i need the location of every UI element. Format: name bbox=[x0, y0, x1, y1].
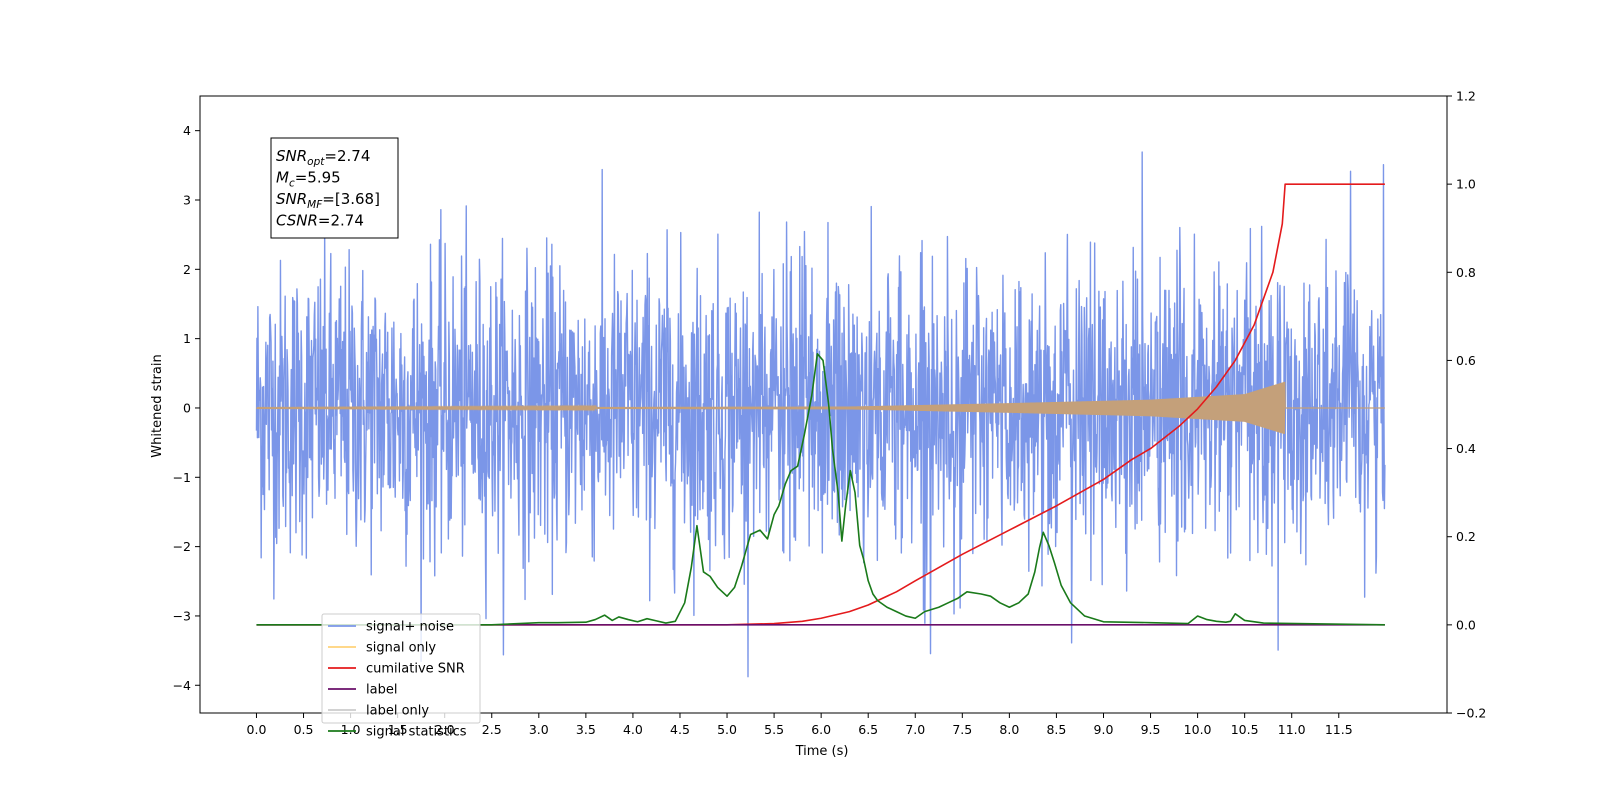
y-tick-label: −1 bbox=[173, 470, 191, 485]
x-tick-label: 2.5 bbox=[482, 722, 502, 737]
y-tick-label: 4 bbox=[183, 123, 191, 138]
series-signal-only bbox=[255, 381, 1385, 435]
annotation-subscript: MF bbox=[307, 199, 323, 211]
legend-frame bbox=[321, 613, 481, 724]
x-tick-label: 3.5 bbox=[576, 722, 596, 737]
y-tick-label: 3 bbox=[183, 192, 191, 207]
annotation-value: =[3.68] bbox=[322, 190, 380, 208]
y2-tick-label: 1.0 bbox=[1456, 177, 1476, 192]
legend-label-signal-only: signal only bbox=[366, 641, 436, 656]
y-tick-label: −2 bbox=[173, 539, 191, 554]
y2-tick-label: 0.0 bbox=[1456, 617, 1476, 632]
x-tick-label: 4.0 bbox=[623, 722, 643, 737]
y-tick-label: 2 bbox=[183, 262, 191, 277]
plot-frame bbox=[199, 95, 1448, 714]
legend: signal+ noise signal only cumilative SNR la… bbox=[321, 613, 481, 740]
annotation-line: SNRMF=[3.68] bbox=[276, 190, 380, 211]
annotation-line: Mc=5.95 bbox=[276, 169, 341, 190]
x-tick-label: 6.0 bbox=[811, 722, 831, 737]
x-tick-label: 6.5 bbox=[858, 722, 878, 737]
annotation-value: =5.95 bbox=[295, 169, 341, 187]
x-tick-label: 10.5 bbox=[1231, 722, 1259, 737]
x-tick-label: 7.5 bbox=[952, 722, 972, 737]
y2-tick-label: 0.4 bbox=[1456, 441, 1476, 456]
annotation-line: SNRopt=2.74 bbox=[276, 147, 370, 168]
x-tick-label: 1.5 bbox=[388, 722, 408, 737]
x-tick-label: 5.0 bbox=[717, 722, 737, 737]
x-axis-label: Time (s) bbox=[795, 744, 849, 759]
x-tick-label: 9.0 bbox=[1094, 722, 1114, 737]
legend-label-label-only: label only bbox=[366, 704, 429, 719]
y-tick-label: −3 bbox=[173, 608, 191, 623]
x-tick-label: 8.0 bbox=[999, 722, 1019, 737]
annotation-symbol: SNR bbox=[276, 190, 307, 208]
x-tick-label: 3.0 bbox=[529, 722, 549, 737]
legend-label-signal-noise: signal+ noise bbox=[366, 620, 454, 635]
x-tick-label: 2.0 bbox=[435, 722, 455, 737]
x-tick-label: 8.5 bbox=[1046, 722, 1066, 737]
annotation-value: =2.74 bbox=[318, 212, 364, 230]
x-tick-label: 0.5 bbox=[294, 722, 314, 737]
y-ticks: −4 −3 −2 −1 0 1 2 3 4 bbox=[173, 123, 200, 693]
legend-label-cumilative-snr: cumilative SNR bbox=[366, 662, 465, 677]
x-tick-label: 5.5 bbox=[764, 722, 784, 737]
x-tick-label: 1.0 bbox=[341, 722, 361, 737]
x-tick-label: 7.0 bbox=[905, 722, 925, 737]
annotation-symbol: M bbox=[276, 169, 289, 187]
x-tick-label: 11.5 bbox=[1325, 722, 1353, 737]
y2-ticks: −0.2 0.0 0.2 0.4 0.6 0.8 1.0 1.2 bbox=[1447, 89, 1486, 721]
annotation-symbol: SNR bbox=[276, 147, 307, 165]
annotation-frame bbox=[270, 137, 399, 239]
x-tick-label: 0.0 bbox=[247, 722, 267, 737]
x-ticks: 0.0 0.5 1.0 1.5 2.0 2.5 3.0 3.5 4.0 4.5 5.0 5.5 6.0 6… bbox=[247, 713, 1353, 737]
series-cumilative-snr bbox=[256, 183, 1385, 626]
legend-label-label: label bbox=[366, 683, 397, 698]
y2-tick-label: 0.8 bbox=[1456, 265, 1476, 280]
series-signal-statistics bbox=[256, 353, 1385, 626]
series-signal-noise bbox=[255, 151, 1386, 678]
y-tick-label: −4 bbox=[173, 678, 191, 693]
annotation-symbol: CSNR bbox=[276, 212, 318, 230]
y-tick-label: 1 bbox=[183, 331, 191, 346]
y2-tick-label: 1.2 bbox=[1456, 89, 1476, 104]
x-tick-label: 4.5 bbox=[670, 722, 690, 737]
annotation-subscript: opt bbox=[307, 156, 325, 168]
annotation-value: =2.74 bbox=[324, 147, 370, 165]
x-tick-label: 10.0 bbox=[1184, 722, 1212, 737]
y-tick-label: 0 bbox=[183, 400, 191, 415]
x-tick-label: 9.5 bbox=[1141, 722, 1161, 737]
y2-tick-label: −0.2 bbox=[1456, 706, 1486, 721]
y-axis-label: Whitened strain bbox=[150, 354, 165, 457]
annotation-line: CSNR=2.74 bbox=[276, 212, 364, 230]
series-layer bbox=[255, 151, 1386, 678]
y2-tick-label: 0.2 bbox=[1456, 529, 1476, 544]
x-tick-label: 11.0 bbox=[1278, 722, 1306, 737]
annotation-subscript: c bbox=[289, 178, 295, 190]
legend-label-signal-statistics: signal statistics bbox=[366, 725, 467, 740]
y2-tick-label: 0.6 bbox=[1456, 353, 1476, 368]
